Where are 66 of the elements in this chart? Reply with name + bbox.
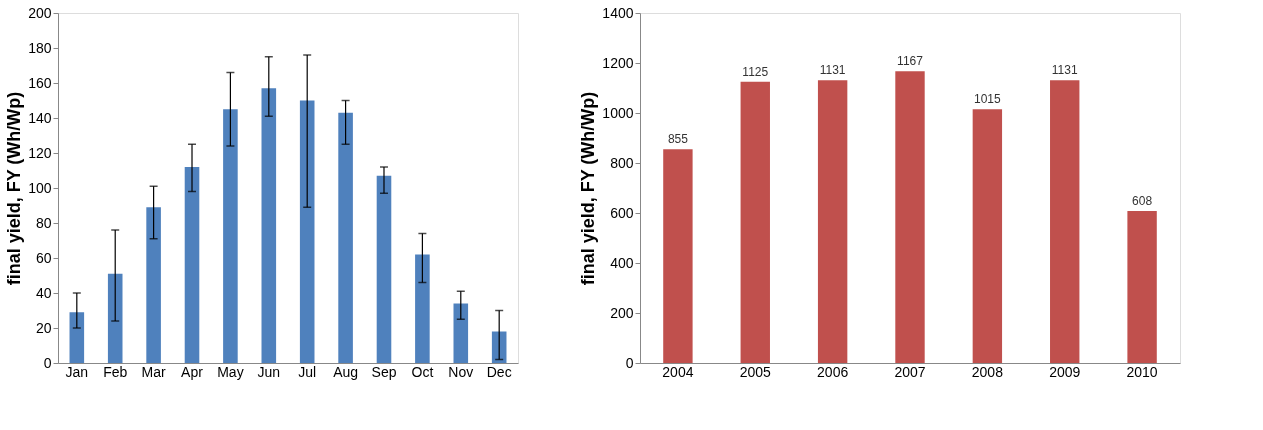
data-label: 1131 bbox=[1051, 63, 1078, 78]
bar bbox=[1050, 80, 1080, 363]
y-tick-label: 0 bbox=[625, 354, 634, 371]
y-tick-label: 200 bbox=[28, 4, 52, 21]
bar bbox=[453, 303, 469, 363]
y-tick-label: 1200 bbox=[602, 54, 634, 71]
y-tick-label: 1000 bbox=[602, 104, 634, 121]
bar bbox=[415, 254, 430, 363]
data-label: 608 bbox=[1132, 194, 1153, 208]
y-tick-label: 200 bbox=[610, 304, 634, 321]
bar bbox=[146, 207, 161, 363]
x-tick-label: Aug bbox=[333, 363, 359, 380]
y-tick-label: 400 bbox=[610, 254, 634, 271]
bar bbox=[299, 100, 315, 363]
y-tick-label: 60 bbox=[35, 249, 52, 266]
y-tick-label: 600 bbox=[610, 204, 634, 221]
y-tick-label: 160 bbox=[28, 74, 52, 91]
bar bbox=[895, 71, 925, 363]
x-tick-label: 2010 bbox=[1126, 363, 1158, 380]
y-axis-title: final yield, FY (Wh/Wp) bbox=[4, 91, 25, 286]
x-tick-label: Mar bbox=[141, 363, 166, 380]
x-tick-label: Dec bbox=[486, 363, 512, 380]
y-tick-label: 40 bbox=[35, 284, 52, 301]
bar bbox=[69, 312, 85, 363]
bar bbox=[1127, 211, 1157, 363]
x-tick-label: 2007 bbox=[894, 363, 926, 380]
x-tick-label: Feb bbox=[103, 363, 128, 380]
data-label: 1131 bbox=[819, 63, 846, 78]
x-tick-label: 2006 bbox=[817, 363, 849, 380]
x-tick-label: Sep bbox=[371, 363, 397, 380]
bar bbox=[184, 167, 200, 363]
x-tick-label: 2005 bbox=[739, 363, 772, 380]
x-tick-label: Apr bbox=[181, 363, 204, 380]
bar bbox=[491, 331, 507, 363]
x-tick-label: 2009 bbox=[1049, 363, 1081, 380]
bar bbox=[338, 112, 353, 363]
data-label: 855 bbox=[667, 132, 689, 147]
data-label: 1167 bbox=[897, 54, 924, 69]
y-tick-label: 120 bbox=[28, 144, 52, 161]
bar bbox=[223, 109, 238, 363]
bar bbox=[107, 273, 123, 363]
y-tick-label: 140 bbox=[28, 109, 52, 126]
x-tick-label: Oct bbox=[411, 363, 434, 380]
bar bbox=[376, 175, 392, 363]
y-tick-label: 80 bbox=[35, 214, 52, 231]
x-tick-label: Nov bbox=[448, 363, 474, 380]
x-tick-label: May bbox=[217, 363, 244, 380]
y-axis-title: final yield, FY (Wh/Wp) bbox=[578, 91, 599, 286]
x-tick-label: 2004 bbox=[662, 363, 694, 380]
x-tick-label: 2008 bbox=[971, 363, 1004, 380]
bar bbox=[663, 149, 693, 363]
data-label: 1015 bbox=[974, 92, 1002, 107]
y-tick-label: 100 bbox=[28, 179, 52, 196]
bar bbox=[817, 80, 848, 363]
y-tick-label: 0 bbox=[43, 354, 52, 371]
bar bbox=[740, 81, 770, 363]
x-tick-label: Jun bbox=[257, 363, 281, 380]
x-tick-label: Jul bbox=[298, 363, 317, 380]
bar bbox=[972, 109, 1003, 363]
x-tick-label: Jan bbox=[65, 363, 89, 380]
bar bbox=[261, 88, 277, 363]
y-tick-label: 800 bbox=[610, 154, 634, 171]
y-tick-label: 20 bbox=[35, 319, 52, 336]
data-label: 1125 bbox=[742, 64, 769, 79]
y-tick-label: 180 bbox=[28, 39, 52, 56]
y-tick-label: 1400 bbox=[602, 4, 634, 21]
